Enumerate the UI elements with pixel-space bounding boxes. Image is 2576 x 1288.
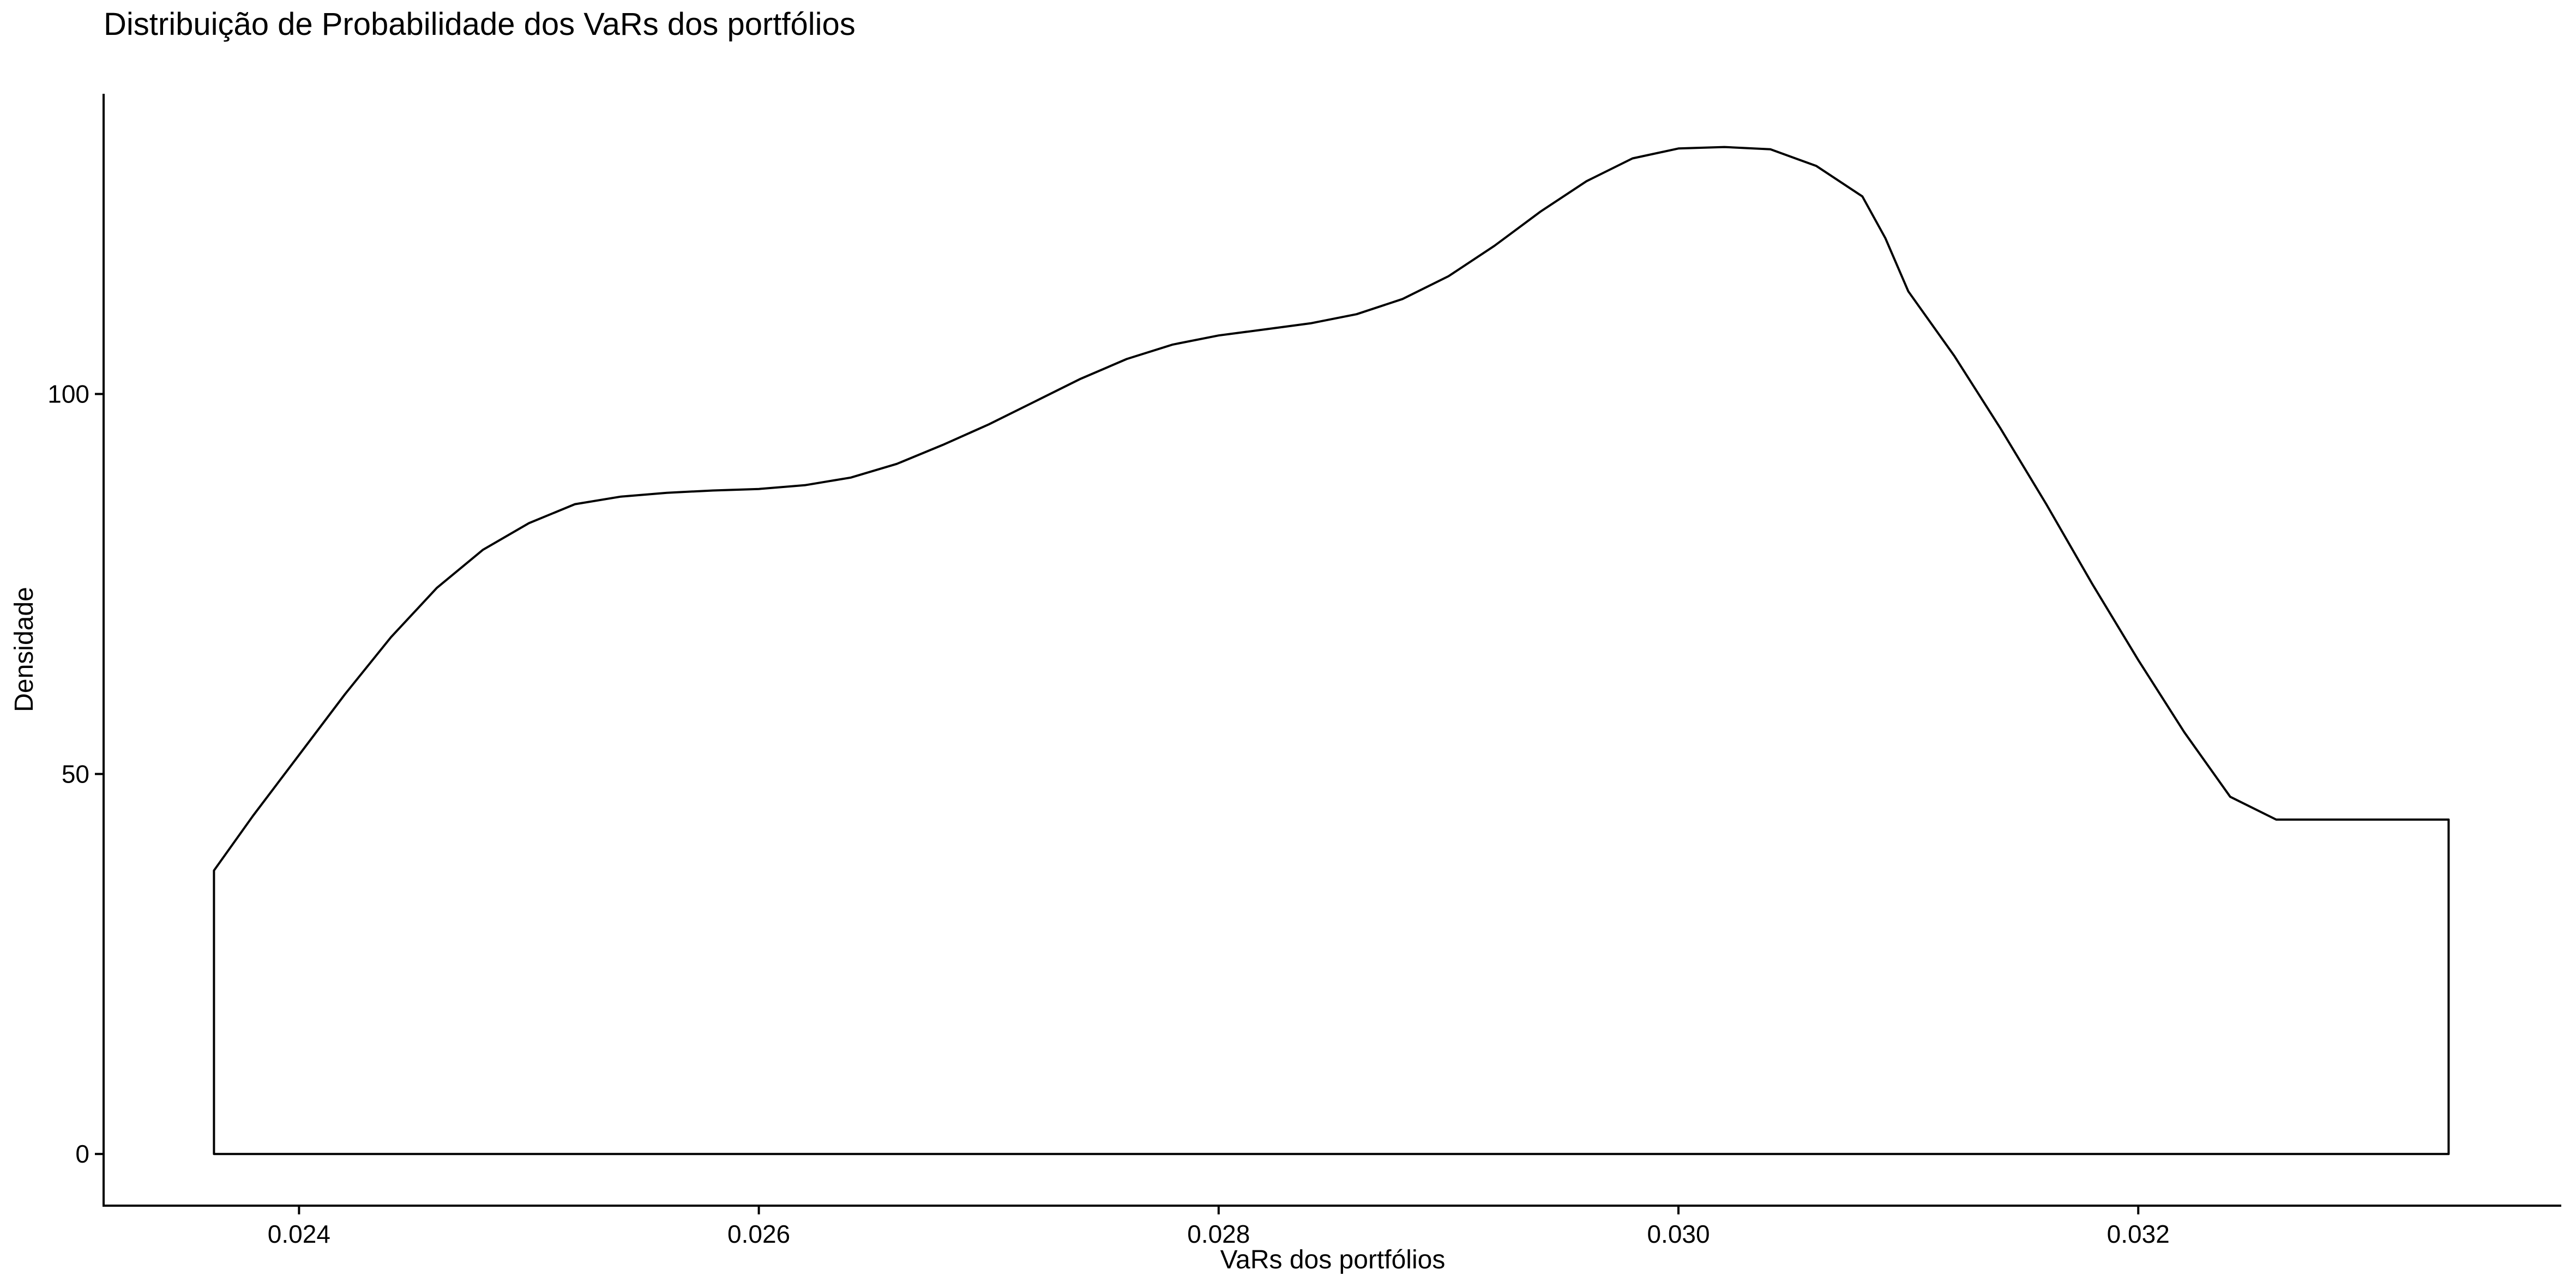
- x-tick-label: 0.024: [268, 1220, 330, 1248]
- y-tick-label: 0: [75, 1140, 89, 1168]
- y-axis-title: Densidade: [10, 587, 39, 712]
- x-tick-label: 0.026: [727, 1220, 790, 1248]
- y-tick-label: 100: [47, 380, 89, 408]
- y-tick-label: 50: [62, 760, 89, 788]
- x-tick-label: 0.030: [1647, 1220, 1710, 1248]
- x-axis-title: VaRs dos portfólios: [1220, 1245, 1446, 1274]
- density-curve: [213, 146, 2450, 1155]
- plot-area: [213, 146, 2450, 1155]
- y-axis-ticks: 0 50 100: [47, 380, 104, 1168]
- x-axis-ticks: 0.024 0.026 0.028 0.030 0.032: [268, 1206, 2170, 1248]
- chart-title: Distribuição de Probabilidade dos VaRs d…: [104, 7, 856, 42]
- x-tick-label: 0.028: [1187, 1220, 1250, 1248]
- x-tick-label: 0.032: [2107, 1220, 2170, 1248]
